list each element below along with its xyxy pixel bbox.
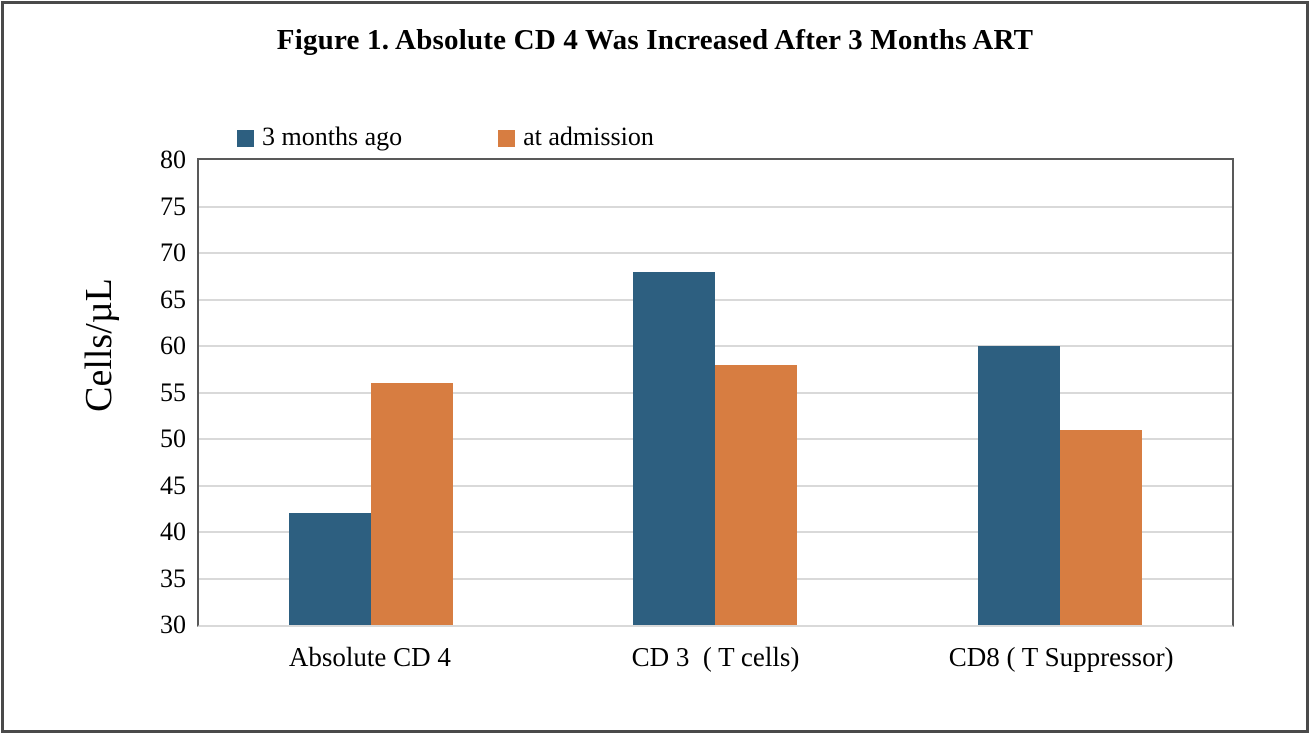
bar-group-absolute-cd-4 bbox=[199, 160, 543, 625]
gridline-70 bbox=[199, 252, 1232, 254]
bar-group-cd-3-t-cells bbox=[543, 160, 887, 625]
y-tick-label-75: 75 bbox=[160, 191, 186, 221]
plot-area bbox=[197, 158, 1234, 627]
y-tick-label-65: 65 bbox=[160, 284, 186, 314]
y-tick-label-30: 30 bbox=[160, 610, 186, 639]
bar-group-cd8-t-suppressor bbox=[888, 160, 1232, 625]
legend-item-3-months-ago: 3 months ago bbox=[237, 122, 402, 152]
gridline-75 bbox=[199, 205, 1232, 208]
legend-label-3-months-ago: 3 months ago bbox=[262, 122, 403, 151]
y-tick-label-40: 40 bbox=[160, 517, 186, 546]
y-tick-label-55: 55 bbox=[160, 377, 186, 407]
legend-swatch-at-admission bbox=[498, 130, 516, 147]
chart-title: Figure 1. Absolute CD 4 Was Increased Af… bbox=[276, 24, 1034, 56]
y-tick-label-80: 80 bbox=[160, 145, 186, 174]
bar-3-months-ago-absolute-cd-4 bbox=[289, 513, 372, 625]
bar-at-admission-cd8-t-suppressor bbox=[1059, 429, 1142, 625]
bar-3-months-ago-cd-3-t-cells bbox=[633, 271, 716, 625]
y-tick-label-70: 70 bbox=[160, 238, 186, 267]
x-axis-label-absolute-cd-4: Absolute CD 4 bbox=[288, 642, 451, 672]
bar-at-admission-cd-3-t-cells bbox=[715, 364, 798, 625]
y-tick-label-35: 35 bbox=[160, 563, 186, 593]
bar-at-admission-absolute-cd-4 bbox=[371, 383, 454, 625]
legend: 3 months ago at admission bbox=[237, 122, 654, 152]
legend-item-at-admission: at admission bbox=[498, 122, 654, 152]
bars bbox=[199, 160, 1232, 625]
x-axis-labels: Absolute CD 4 CD 3 ( T cells) CD8 ( T Supp… bbox=[197, 642, 1234, 673]
y-tick-label-50: 50 bbox=[160, 424, 186, 453]
y-tick-label-60: 60 bbox=[160, 331, 186, 360]
gridline-65 bbox=[199, 298, 1232, 301]
x-axis-label-cd-3-t-cells: CD 3 ( T cells) bbox=[631, 642, 800, 672]
legend-label-at-admission: at admission bbox=[523, 122, 654, 151]
gridline-60 bbox=[199, 345, 1232, 347]
bar-3-months-ago-cd8-t-suppressor bbox=[977, 346, 1060, 625]
y-tick-label-45: 45 bbox=[160, 470, 186, 500]
x-axis-label-cd8-t-suppressor: CD8 ( T Suppressor) bbox=[948, 642, 1174, 672]
legend-swatch-3-months-ago bbox=[237, 130, 254, 147]
y-axis-tick-labels: 80 75 70 65 60 55 50 45 40 35 30 bbox=[0, 147, 186, 638]
